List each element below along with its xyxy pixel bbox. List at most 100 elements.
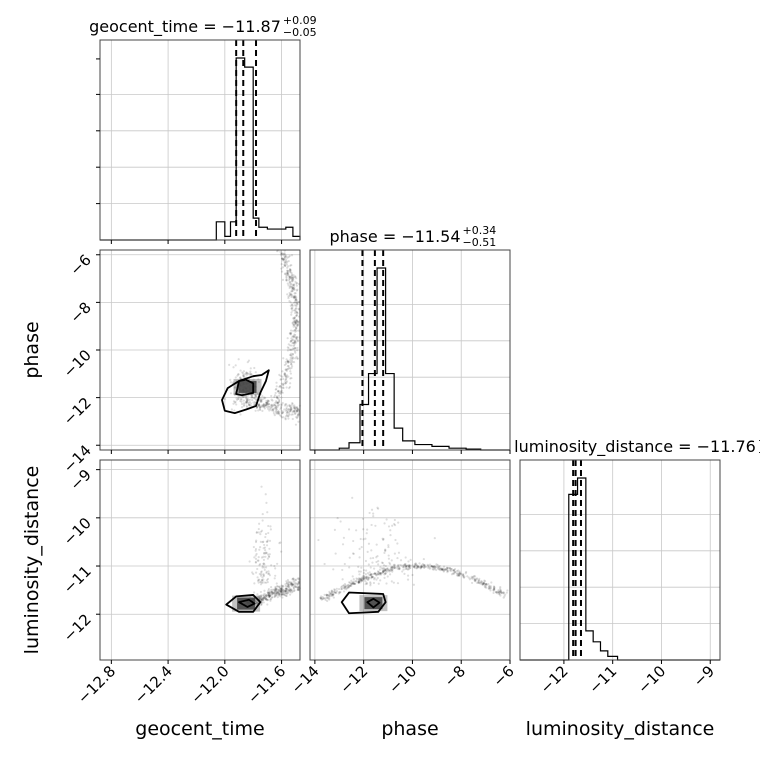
sample-point (365, 576, 369, 579)
sample-point (442, 568, 445, 571)
scatter-cloud (221, 249, 302, 426)
sample-point (340, 586, 343, 589)
sample-point (282, 258, 286, 261)
sample-point (259, 594, 262, 597)
sample-point (278, 587, 281, 590)
sample-point (383, 522, 386, 525)
sample-point (289, 280, 292, 284)
sample-point (446, 571, 449, 574)
sample-point (278, 399, 281, 403)
sample-point (351, 575, 354, 578)
sample-point (388, 568, 391, 571)
sample-point (332, 591, 335, 594)
sample-point (290, 313, 293, 316)
sample-point (296, 415, 299, 418)
sample-point (284, 255, 287, 258)
sample-point (402, 563, 405, 567)
sample-point (356, 578, 359, 581)
sample-point (393, 552, 396, 555)
sample-point (267, 593, 270, 596)
sample-point (264, 594, 268, 597)
sample-point (288, 588, 291, 591)
sample-point (379, 572, 382, 575)
sample-point (385, 569, 388, 572)
sample-point (483, 585, 486, 588)
sample-point (387, 569, 390, 572)
sample-point (245, 374, 248, 377)
sample-point (263, 595, 266, 599)
sample-point (474, 580, 477, 583)
sample-point (380, 573, 383, 576)
sample-point (269, 598, 272, 601)
sample-point (292, 583, 295, 587)
sample-point (262, 404, 265, 407)
sample-point (239, 413, 242, 416)
sample-point (422, 565, 425, 568)
sample-point (260, 578, 264, 582)
sample-point (390, 580, 393, 583)
sample-point (296, 324, 299, 327)
sample-point (294, 296, 297, 299)
sample-point (427, 565, 430, 568)
sample-point (289, 285, 292, 288)
sample-point (259, 598, 262, 601)
sample-point (295, 318, 298, 322)
sample-point (319, 597, 323, 600)
sample-point (397, 565, 400, 568)
sample-point (297, 581, 300, 584)
sample-point (420, 565, 423, 568)
sample-point (377, 571, 381, 574)
sample-point (290, 359, 294, 362)
sample-point (285, 380, 289, 383)
sample-point (280, 254, 283, 257)
grid-lines (310, 250, 511, 450)
sample-point (361, 578, 364, 581)
sample-point (275, 585, 279, 588)
sample-point (296, 320, 300, 324)
sample-point (297, 420, 300, 423)
sample-point (440, 568, 444, 571)
sample-point (272, 412, 276, 415)
sample-point (294, 407, 297, 410)
sample-point (288, 254, 291, 258)
scatter-cloud (317, 496, 509, 603)
sample-point (296, 414, 299, 417)
sample-point (260, 400, 263, 403)
sample-point (291, 360, 294, 363)
sample-point (265, 595, 268, 598)
sample-point (326, 596, 329, 599)
sample-point (289, 587, 292, 591)
sample-point (472, 576, 475, 579)
sample-point (273, 414, 276, 417)
sample-point (389, 566, 393, 569)
sample-point (292, 287, 295, 290)
sample-point (457, 573, 460, 576)
sample-point (286, 578, 290, 582)
sample-point (332, 593, 335, 596)
sample-point (267, 589, 270, 592)
sample-point (255, 530, 258, 534)
sample-point (268, 574, 271, 577)
sample-point (266, 603, 269, 606)
sample-point (279, 589, 282, 592)
sample-point (423, 566, 426, 569)
sample-point (389, 534, 392, 537)
sample-point (498, 591, 501, 594)
sample-point (462, 574, 465, 577)
sample-point (324, 598, 327, 601)
sample-point (273, 590, 276, 593)
sample-point (262, 405, 265, 408)
sample-point (413, 565, 416, 568)
sample-point (258, 406, 261, 409)
sample-point (468, 578, 471, 581)
sample-point (296, 586, 300, 590)
sample-point (362, 574, 365, 577)
sample-point (279, 415, 283, 418)
sample-point (266, 540, 269, 543)
sample-point (285, 587, 288, 591)
sample-point (481, 583, 484, 586)
sample-point (493, 588, 496, 591)
sample-point (270, 403, 273, 407)
sample-point (328, 594, 331, 597)
sample-point (267, 405, 270, 408)
